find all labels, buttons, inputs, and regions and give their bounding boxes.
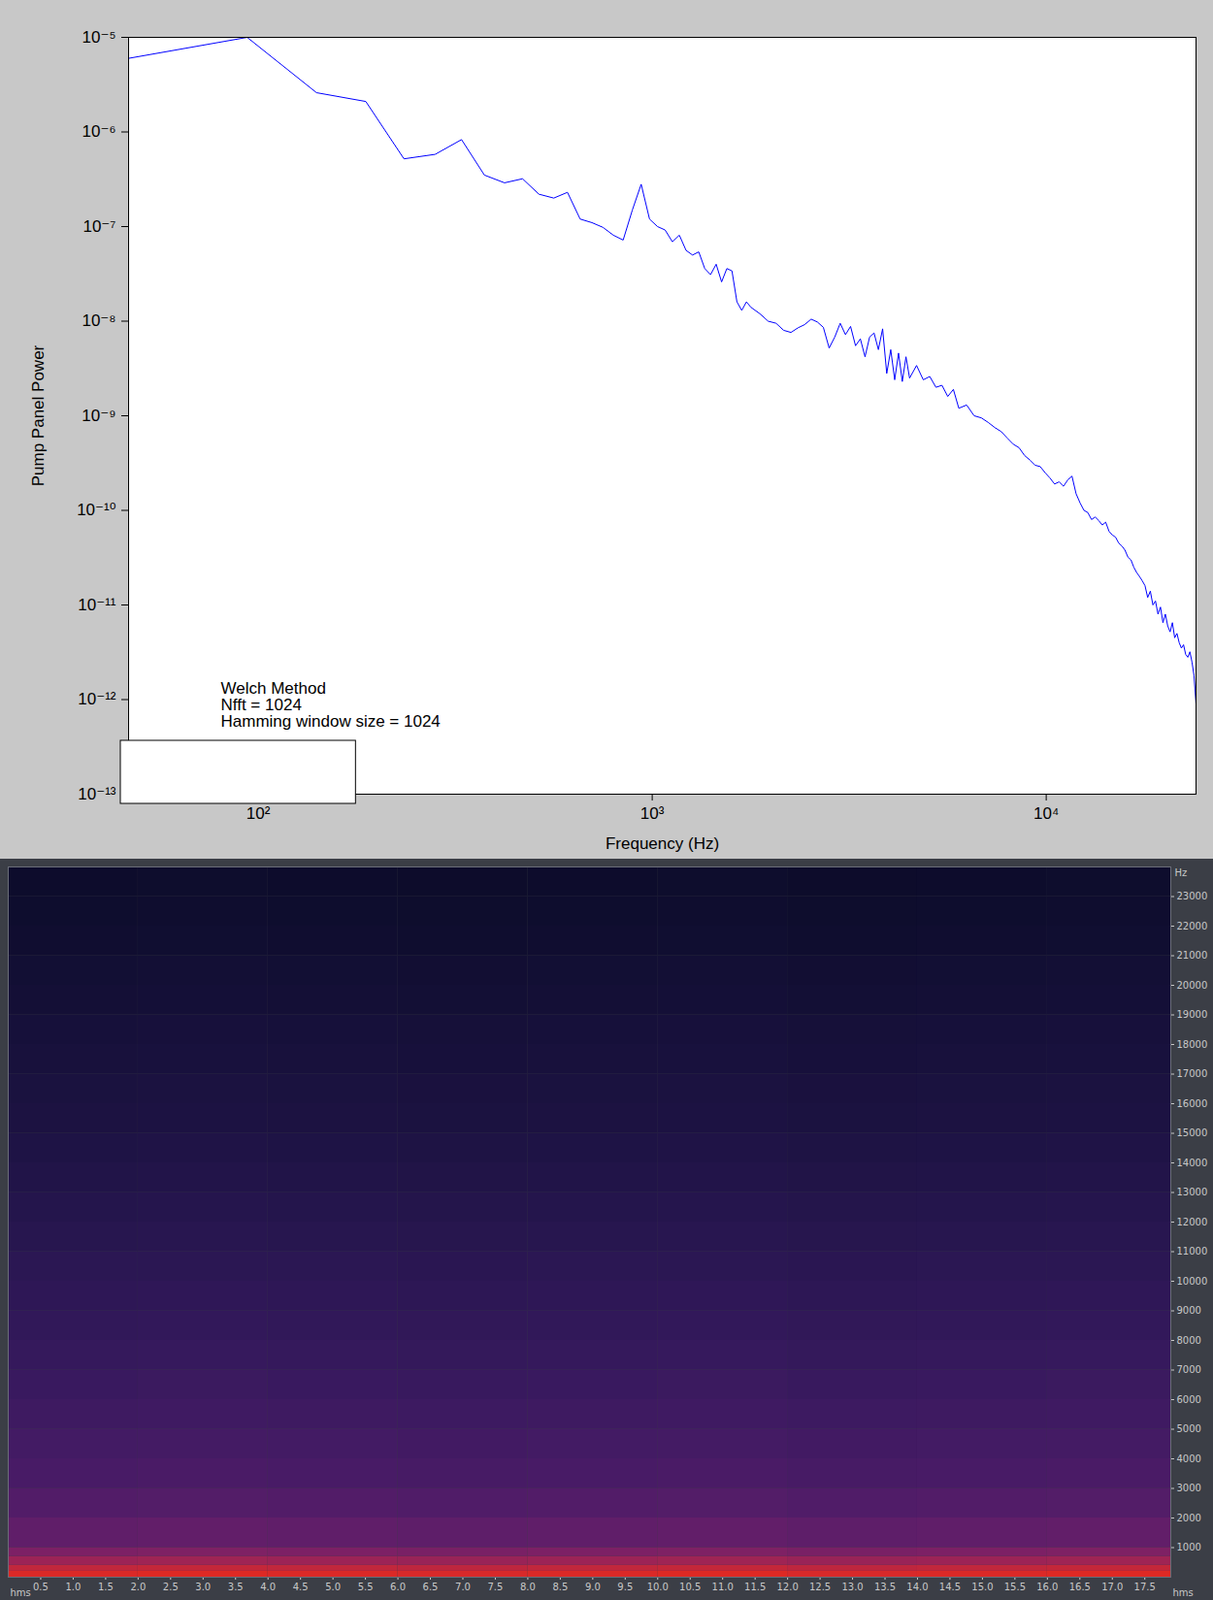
svg-text:4.5: 4.5 [293,1581,309,1593]
svg-text:6.0: 6.0 [390,1581,406,1593]
svg-text:1.0: 1.0 [65,1581,81,1593]
svg-text:10.0: 10.0 [647,1581,669,1593]
svg-text:15.0: 15.0 [971,1581,993,1593]
svg-text:5000: 5000 [1177,1423,1202,1435]
svg-text:10⁻⁶: 10⁻⁶ [82,122,117,141]
svg-text:11000: 11000 [1177,1245,1209,1257]
svg-text:Welch MethodNfft = 1024Hamming: Welch MethodNfft = 1024Hamming window si… [221,679,441,731]
svg-text:hms: hms [1173,1587,1194,1599]
svg-text:12.0: 12.0 [776,1581,798,1593]
svg-text:5.5: 5.5 [358,1581,374,1593]
svg-text:2000: 2000 [1177,1512,1202,1524]
svg-text:10⁻⁸: 10⁻⁸ [81,311,116,330]
svg-text:3.5: 3.5 [228,1581,244,1593]
svg-text:10⁻⁵: 10⁻⁵ [82,28,117,47]
svg-text:18000: 18000 [1177,1039,1209,1050]
svg-text:14.0: 14.0 [906,1581,928,1593]
svg-text:8000: 8000 [1177,1335,1202,1346]
svg-text:14000: 14000 [1177,1157,1209,1169]
svg-text:0.5: 0.5 [32,1581,49,1593]
svg-text:6000: 6000 [1177,1394,1202,1406]
svg-text:10⁻¹²: 10⁻¹² [77,689,117,709]
svg-text:21000: 21000 [1177,950,1209,961]
svg-text:9.0: 9.0 [585,1581,601,1593]
svg-text:16000: 16000 [1177,1098,1209,1110]
svg-text:15.5: 15.5 [1004,1581,1026,1593]
svg-text:17.0: 17.0 [1101,1581,1123,1593]
svg-text:Frequency (Hz): Frequency (Hz) [605,834,720,853]
svg-text:8.5: 8.5 [552,1581,568,1593]
svg-text:7.5: 7.5 [488,1581,504,1593]
svg-text:7000: 7000 [1177,1364,1202,1376]
svg-text:15000: 15000 [1177,1127,1209,1139]
svg-text:3.0: 3.0 [195,1581,211,1593]
svg-text:12.5: 12.5 [809,1581,831,1593]
svg-text:10.5: 10.5 [679,1581,701,1593]
svg-text:hms: hms [10,1587,32,1599]
svg-text:Hz: Hz [1175,867,1188,879]
svg-text:22000: 22000 [1177,920,1209,932]
svg-text:9.5: 9.5 [617,1581,633,1593]
svg-text:3000: 3000 [1177,1482,1202,1494]
svg-text:10⁻⁹: 10⁻⁹ [81,406,116,426]
svg-text:11.5: 11.5 [744,1581,766,1593]
svg-text:12000: 12000 [1177,1216,1209,1228]
svg-text:10⁻¹⁰: 10⁻¹⁰ [76,500,117,520]
svg-text:9000: 9000 [1177,1305,1202,1316]
svg-text:10⁻⁷: 10⁻⁷ [82,217,116,236]
svg-text:10⁻¹¹: 10⁻¹¹ [77,595,117,615]
svg-text:17000: 17000 [1177,1068,1209,1080]
svg-text:10⁴: 10⁴ [1033,804,1059,823]
svg-text:10⁻¹³: 10⁻¹³ [77,785,117,804]
svg-text:13.0: 13.0 [841,1581,863,1593]
svg-text:2.0: 2.0 [130,1581,146,1593]
svg-text:16.0: 16.0 [1036,1581,1058,1593]
svg-text:16.5: 16.5 [1069,1581,1091,1593]
svg-text:5.0: 5.0 [325,1581,341,1593]
svg-text:13.5: 13.5 [874,1581,896,1593]
svg-text:8.0: 8.0 [520,1581,536,1593]
svg-text:10000: 10000 [1177,1276,1209,1287]
svg-text:19000: 19000 [1177,1009,1209,1020]
svg-text:23000: 23000 [1177,890,1209,902]
svg-text:Pump Panel Power: Pump Panel Power [29,344,48,487]
svg-text:10²: 10² [246,804,271,823]
svg-text:7.0: 7.0 [455,1581,471,1593]
svg-text:14.5: 14.5 [939,1581,961,1593]
svg-text:11.0: 11.0 [712,1581,734,1593]
svg-text:10³: 10³ [640,804,665,823]
svg-text:2.5: 2.5 [163,1581,179,1593]
svg-text:6.5: 6.5 [423,1581,439,1593]
svg-text:4000: 4000 [1177,1453,1202,1465]
svg-text:1.5: 1.5 [98,1581,114,1593]
svg-text:13000: 13000 [1177,1186,1209,1198]
svg-text:4.0: 4.0 [260,1581,276,1593]
svg-text:20000: 20000 [1177,980,1209,991]
svg-text:1000: 1000 [1177,1541,1202,1553]
svg-text:17.5: 17.5 [1134,1581,1156,1593]
